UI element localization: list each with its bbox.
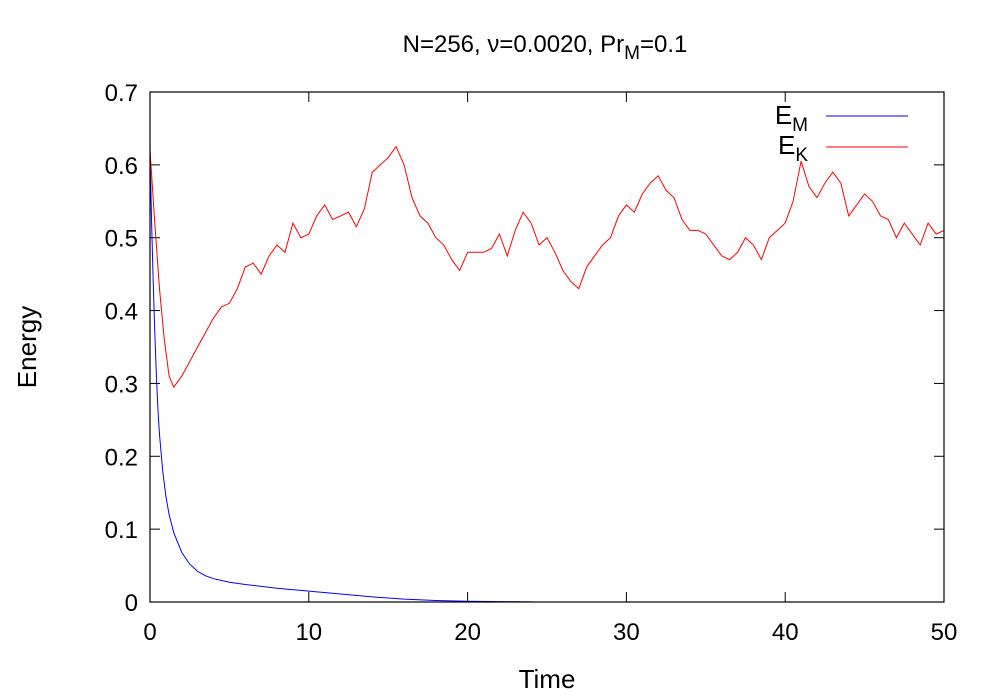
x-tick-label: 40 [772, 619, 799, 646]
x-tick-label: 0 [143, 619, 156, 646]
x-tick-label: 10 [295, 619, 322, 646]
legend-label-em: EM [775, 100, 808, 136]
legend-label-ek-sub: K [795, 145, 808, 166]
plot-frame [149, 91, 945, 603]
y-tick-label: 0 [125, 590, 138, 617]
axis-tick-labels: 0 10 20 30 40 50 0 0.1 0.2 0.3 0.4 0.5 0.6 0.7 [105, 80, 958, 646]
x-tick-label: 30 [613, 619, 640, 646]
legend-label-em-main: E [775, 100, 792, 130]
series-lines [149, 145, 945, 603]
legend-label-ek: EK [778, 130, 808, 166]
x-tick-label: 50 [931, 619, 958, 646]
legend-label-em-sub: M [792, 115, 808, 136]
axis-ticks [149, 91, 945, 603]
x-axis-title: Time [519, 664, 576, 694]
y-tick-label: 0.5 [105, 226, 138, 253]
legend-label-ek-main: E [778, 130, 795, 160]
y-tick-label: 0.6 [105, 153, 138, 180]
legend: EM EK [775, 100, 908, 166]
y-tick-label: 0.4 [105, 299, 138, 326]
y-tick-label: 0.7 [105, 80, 138, 107]
x-tick-label: 20 [454, 619, 481, 646]
chart-title-main: N=256, ν=0.0020, Pr [403, 31, 624, 58]
chart-title-subscript: M [624, 43, 640, 64]
chart-title-tail: =0.1 [640, 31, 687, 58]
y-tick-label: 0.1 [105, 517, 138, 544]
y-tick-label: 0.3 [105, 371, 138, 398]
series-line-ek [149, 145, 945, 389]
series-line-em [149, 150, 532, 603]
y-tick-label: 0.2 [105, 444, 138, 471]
y-axis-title: Energy [12, 306, 42, 388]
chart-title: N=256, ν=0.0020, PrM=0.1 [403, 31, 688, 64]
